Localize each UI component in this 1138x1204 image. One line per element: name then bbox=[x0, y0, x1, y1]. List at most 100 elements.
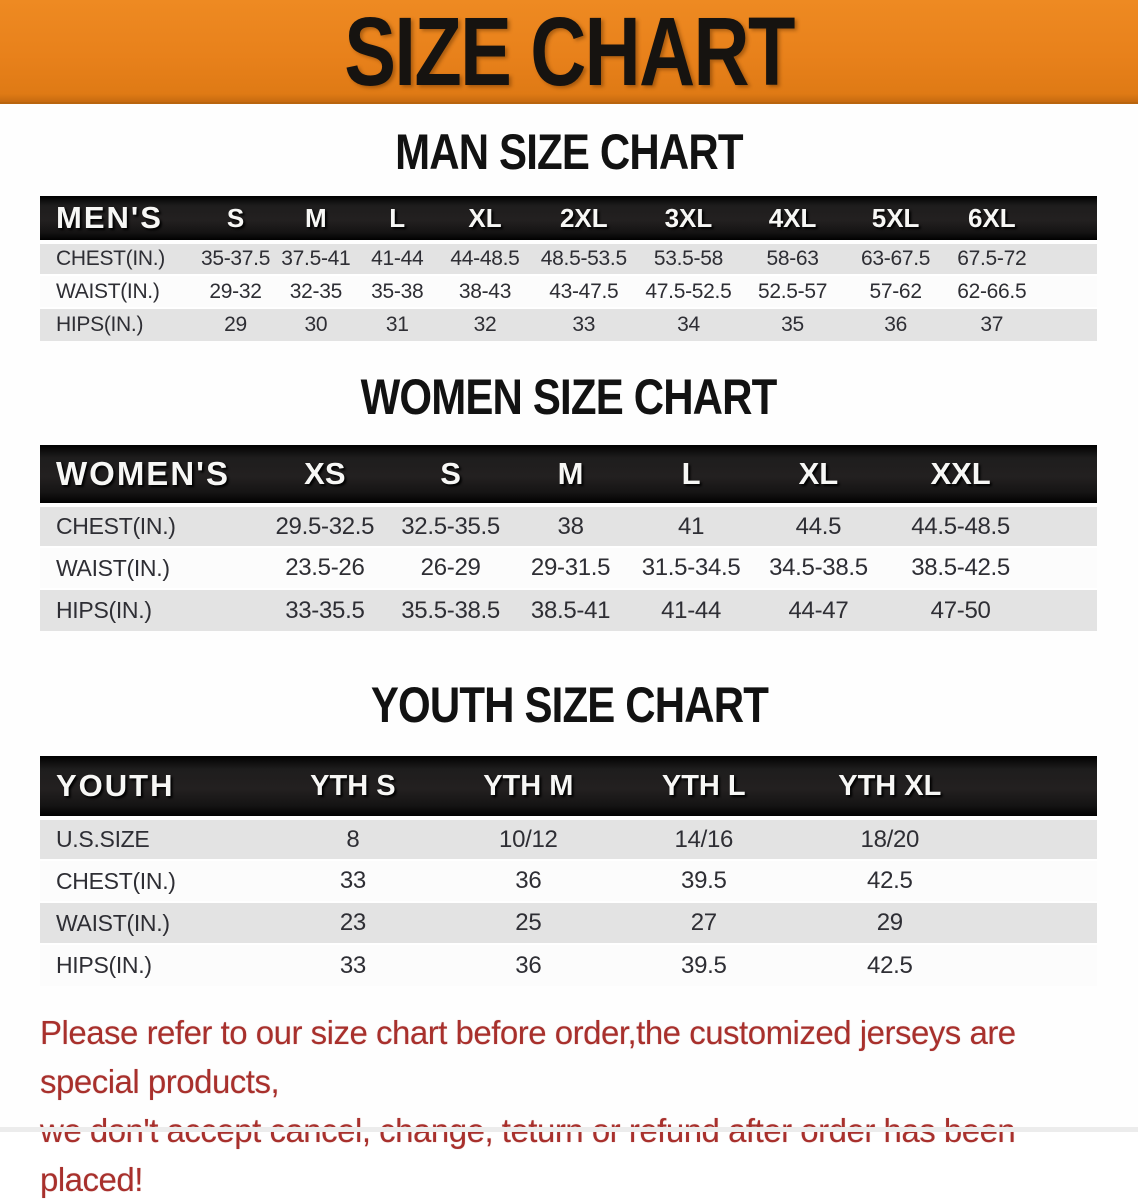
size-value: 10/12 bbox=[440, 816, 617, 860]
youth-hips-row: HIPS(IN.) 33 36 39.5 42.5 bbox=[40, 943, 1097, 986]
youth-ussize-row: U.S.SIZE 8 10/12 14/16 18/20 bbox=[40, 816, 1097, 860]
table-filler-cell bbox=[1036, 503, 1097, 547]
table-filler-cell bbox=[1036, 307, 1097, 341]
table-filler-cell bbox=[1036, 546, 1097, 589]
men-column-header: 2XL bbox=[531, 196, 637, 242]
women-size-table: WOMEN'S XS S M L XL XXL CHEST(IN.) 29.5-… bbox=[40, 445, 1097, 631]
youth-section-title: YOUTH SIZE CHART bbox=[0, 677, 1138, 733]
youth-section-title-text: YOUTH SIZE CHART bbox=[370, 677, 768, 733]
size-value: 39.5 bbox=[616, 859, 792, 902]
size-value: 44-47 bbox=[752, 588, 885, 631]
men-header-row: MEN'S S M L XL 2XL 3XL 4XL 5XL 6XL bbox=[40, 196, 1097, 242]
size-value: 41-44 bbox=[356, 240, 439, 275]
women-column-header: S bbox=[389, 445, 512, 505]
row-label: WAIST(IN.) bbox=[40, 274, 196, 308]
men-chest-row: CHEST(IN.) 35-37.5 37.5-41 41-44 44-48.5… bbox=[40, 240, 1097, 275]
men-size-table: MEN'S S M L XL 2XL 3XL 4XL 5XL 6XL CHEST… bbox=[40, 196, 1097, 341]
footer-note: Please refer to our size chart before or… bbox=[40, 1008, 1108, 1204]
table-filler-cell bbox=[988, 756, 1097, 818]
size-value: 37.5-41 bbox=[275, 240, 357, 275]
size-value: 27 bbox=[616, 901, 792, 944]
men-section-title: MAN SIZE CHART bbox=[0, 127, 1138, 177]
footer-note-line2: we don't accept cancel, change, teturn o… bbox=[40, 1112, 1016, 1198]
footer-note-line1: Please refer to our size chart before or… bbox=[40, 1014, 1016, 1100]
size-value: 41-44 bbox=[629, 588, 753, 631]
women-column-header: XXL bbox=[884, 445, 1037, 505]
size-value: 34 bbox=[636, 307, 741, 341]
size-value: 38-43 bbox=[438, 274, 532, 308]
youth-column-header: YTH XL bbox=[791, 756, 989, 818]
size-value: 48.5-53.5 bbox=[531, 240, 637, 275]
size-value: 44-48.5 bbox=[438, 240, 532, 275]
women-header-row: WOMEN'S XS S M L XL XXL bbox=[40, 445, 1097, 505]
size-value: 63-67.5 bbox=[844, 240, 947, 275]
size-value: 32.5-35.5 bbox=[389, 503, 512, 547]
youth-header-row: YOUTH YTH S YTH M YTH L YTH XL bbox=[40, 756, 1097, 818]
size-value: 35.5-38.5 bbox=[389, 588, 512, 631]
size-value: 57-62 bbox=[844, 274, 947, 308]
table-filler-cell bbox=[988, 943, 1097, 986]
youth-column-header: YTH L bbox=[616, 756, 792, 818]
size-value: 58-63 bbox=[740, 240, 845, 275]
size-value: 38.5-42.5 bbox=[884, 546, 1037, 589]
size-value: 36 bbox=[440, 943, 617, 986]
table-filler-cell bbox=[1036, 588, 1097, 631]
table-filler-cell bbox=[988, 901, 1097, 944]
women-hips-row: HIPS(IN.) 33-35.5 35.5-38.5 38.5-41 41-4… bbox=[40, 588, 1097, 631]
size-value: 32 bbox=[438, 307, 532, 341]
size-value: 18/20 bbox=[791, 816, 989, 860]
row-label: HIPS(IN.) bbox=[40, 307, 196, 341]
men-column-header: 4XL bbox=[740, 196, 845, 242]
size-value: 47.5-52.5 bbox=[636, 274, 741, 308]
size-value: 53.5-58 bbox=[636, 240, 741, 275]
men-column-header: M bbox=[275, 196, 357, 242]
size-value: 25 bbox=[440, 901, 617, 944]
banner: SIZE CHART bbox=[0, 0, 1138, 104]
size-value: 35-38 bbox=[356, 274, 439, 308]
row-label: WAIST(IN.) bbox=[40, 901, 266, 944]
size-value: 35 bbox=[740, 307, 845, 341]
men-column-header: XL bbox=[438, 196, 532, 242]
men-table-label: MEN'S bbox=[40, 196, 196, 242]
size-value: 29 bbox=[195, 307, 276, 341]
size-value: 33 bbox=[531, 307, 637, 341]
size-value: 36 bbox=[440, 859, 617, 902]
size-value: 33 bbox=[265, 859, 441, 902]
size-value: 30 bbox=[275, 307, 357, 341]
men-column-header: L bbox=[356, 196, 439, 242]
size-value: 39.5 bbox=[616, 943, 792, 986]
men-column-header: 5XL bbox=[844, 196, 947, 242]
women-column-header: XL bbox=[752, 445, 885, 505]
women-column-header: L bbox=[629, 445, 753, 505]
table-filler-cell bbox=[1036, 274, 1097, 308]
youth-size-table: YOUTH YTH S YTH M YTH L YTH XL U.S.SIZE … bbox=[40, 756, 1097, 986]
size-value: 38 bbox=[511, 503, 630, 547]
size-value: 31 bbox=[356, 307, 439, 341]
row-label: CHEST(IN.) bbox=[40, 503, 260, 547]
row-label: U.S.SIZE bbox=[40, 816, 266, 860]
size-value: 31.5-34.5 bbox=[629, 546, 753, 589]
size-value: 52.5-57 bbox=[740, 274, 845, 308]
size-value: 32-35 bbox=[275, 274, 357, 308]
women-chest-row: CHEST(IN.) 29.5-32.5 32.5-35.5 38 41 44.… bbox=[40, 503, 1097, 547]
table-filler-cell bbox=[1036, 240, 1097, 275]
youth-waist-row: WAIST(IN.) 23 25 27 29 bbox=[40, 901, 1097, 944]
men-waist-row: WAIST(IN.) 29-32 32-35 35-38 38-43 43-47… bbox=[40, 274, 1097, 308]
size-value: 38.5-41 bbox=[511, 588, 630, 631]
size-value: 36 bbox=[844, 307, 947, 341]
size-value: 42.5 bbox=[791, 943, 989, 986]
size-value: 62-66.5 bbox=[946, 274, 1037, 308]
table-filler-cell bbox=[988, 816, 1097, 860]
size-value: 33 bbox=[265, 943, 441, 986]
banner-title: SIZE CHART bbox=[344, 0, 795, 106]
men-column-header: S bbox=[195, 196, 276, 242]
size-value: 42.5 bbox=[791, 859, 989, 902]
men-column-header: 3XL bbox=[636, 196, 741, 242]
size-value: 23.5-26 bbox=[259, 546, 390, 589]
women-waist-row: WAIST(IN.) 23.5-26 26-29 29-31.5 31.5-34… bbox=[40, 546, 1097, 589]
size-value: 44.5 bbox=[752, 503, 885, 547]
youth-table-label: YOUTH bbox=[40, 756, 266, 818]
size-value: 14/16 bbox=[616, 816, 792, 860]
women-section-title: WOMEN SIZE CHART bbox=[0, 372, 1138, 422]
size-value: 29-31.5 bbox=[511, 546, 630, 589]
